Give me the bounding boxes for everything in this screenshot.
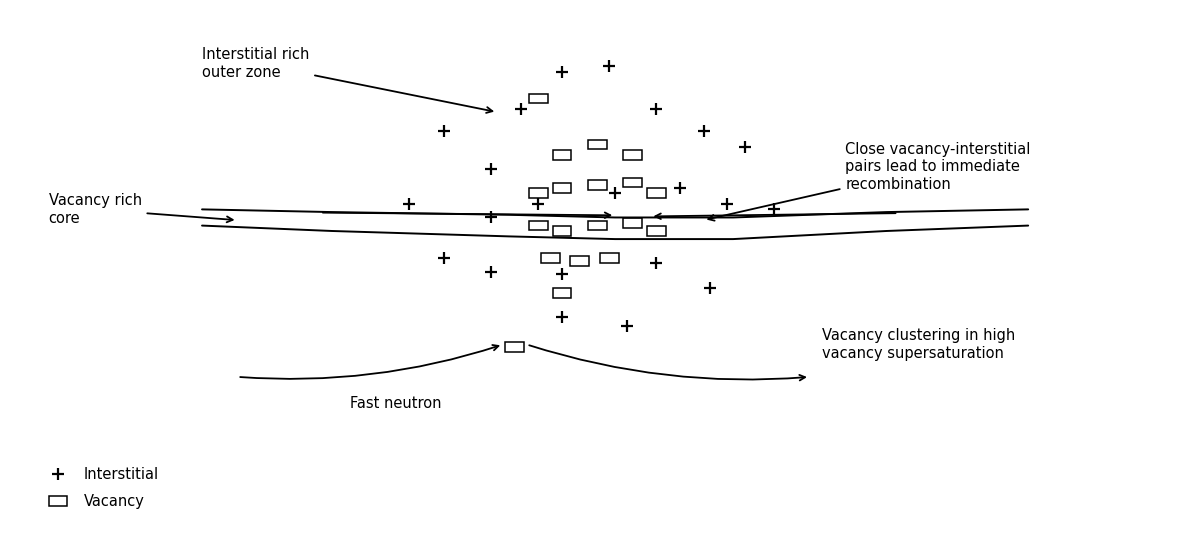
Bar (529, 188, 548, 198)
Text: Close vacancy-interstitial
pairs lead to immediate
recombination: Close vacancy-interstitial pairs lead to… (709, 142, 1030, 220)
Text: Fast neutron: Fast neutron (349, 396, 441, 412)
Text: Vacancy rich
core: Vacancy rich core (49, 193, 233, 225)
Bar (647, 188, 666, 198)
Text: Interstitial: Interstitial (84, 466, 160, 482)
Bar (588, 180, 607, 190)
Bar (552, 226, 571, 236)
Bar (529, 94, 548, 104)
Bar (647, 226, 666, 236)
Bar (623, 178, 642, 187)
Bar (49, 496, 67, 506)
Bar (588, 220, 607, 230)
Bar (570, 256, 589, 266)
Bar (623, 218, 642, 228)
Bar (552, 288, 571, 298)
Bar (552, 183, 571, 193)
Text: Vacancy: Vacancy (84, 494, 144, 509)
Bar (623, 150, 642, 160)
Bar (588, 140, 607, 149)
Bar (552, 150, 571, 160)
Bar (541, 253, 560, 263)
Text: Interstitial rich
outer zone: Interstitial rich outer zone (202, 47, 492, 113)
Bar (600, 253, 619, 263)
Text: Vacancy clustering in high
vacancy supersaturation: Vacancy clustering in high vacancy super… (822, 328, 1015, 361)
Bar (505, 342, 524, 352)
Bar (529, 220, 548, 230)
